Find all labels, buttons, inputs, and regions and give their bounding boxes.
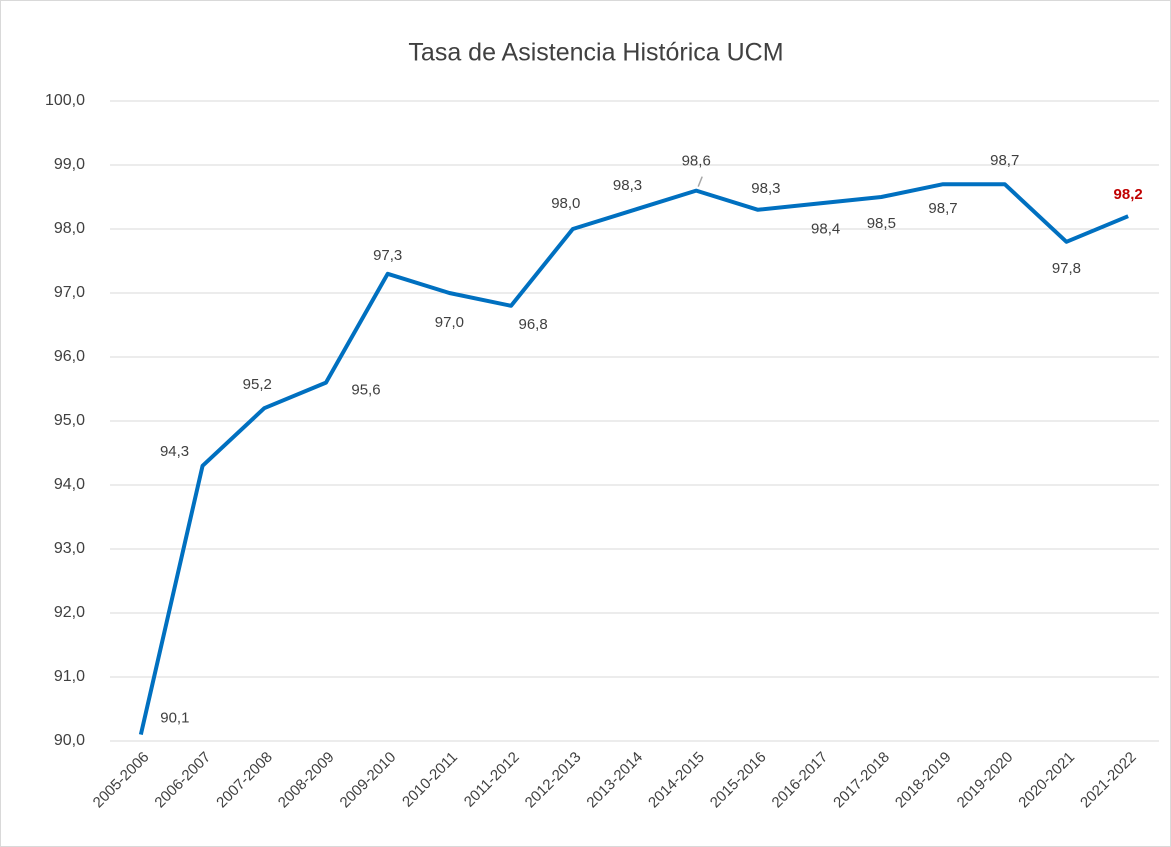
data-label: 98,3 [613,177,642,194]
y-tick-label: 90,0 [54,732,85,749]
data-label: 98,0 [551,195,580,212]
y-tick-label: 94,0 [54,476,85,493]
data-label: 94,3 [160,443,189,460]
data-label: 98,6 [682,153,711,170]
data-label: 97,3 [373,247,402,264]
data-label: 96,8 [518,316,547,333]
y-tick-label: 93,0 [54,540,85,557]
data-label: 98,7 [990,152,1019,169]
y-tick-label: 99,0 [54,156,85,173]
chart-title: Tasa de Asistencia Histórica UCM [408,39,783,67]
data-label: 90,1 [160,710,189,727]
y-tick-label: 92,0 [54,604,85,621]
data-label: 97,0 [435,314,464,331]
y-tick-label: 91,0 [54,668,85,685]
data-label: 98,3 [751,180,780,197]
leader-line [697,176,703,187]
y-tick-label: 100,0 [45,92,85,109]
data-label: 95,6 [351,382,380,399]
data-label: 98,5 [867,215,896,232]
data-label: 97,8 [1052,260,1081,277]
data-label: 98,2 [1114,186,1143,203]
data-label: 98,4 [811,220,840,237]
data-label: 98,7 [928,200,957,217]
data-line [138,182,1129,736]
y-tick-label: 98,0 [54,220,85,237]
y-tick-label: 95,0 [54,412,85,429]
data-label: 95,2 [243,376,272,393]
y-tick-label: 97,0 [54,284,85,301]
y-tick-label: 96,0 [54,348,85,365]
